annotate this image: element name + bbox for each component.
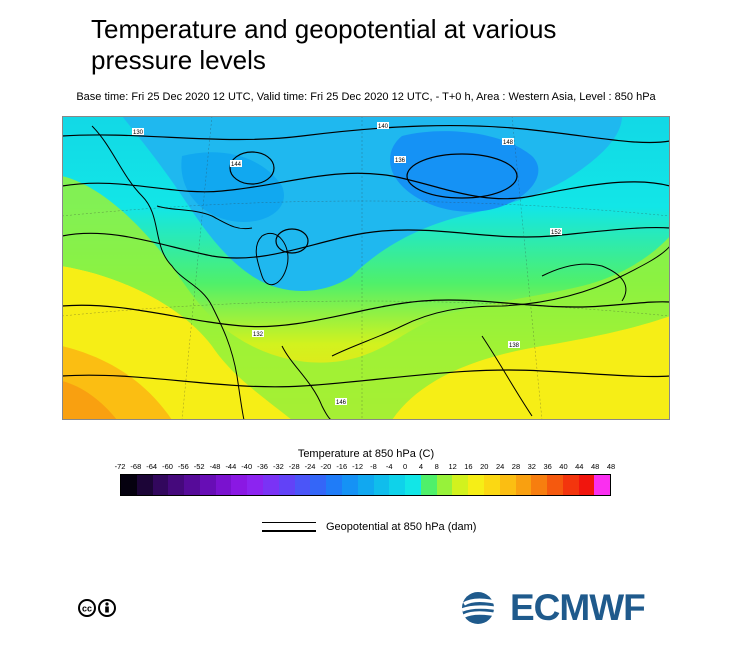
contour-label: 136: [395, 158, 406, 164]
legend-line-thin: [262, 522, 316, 523]
contour-label: 138: [509, 343, 520, 349]
colorbar-swatch: [263, 475, 279, 495]
colorbar-swatch: [452, 475, 469, 495]
colorbar-swatch: [594, 475, 611, 495]
colorbar-tick-label: -40: [241, 462, 253, 471]
colorbar-tick-label: 24: [495, 462, 505, 471]
colorbar-swatch: [152, 475, 169, 495]
contour-label: 146: [336, 400, 347, 406]
legend-line-thick: [262, 530, 316, 532]
colorbar-swatch: [483, 475, 500, 495]
colorbar-swatch: [468, 475, 484, 495]
map-frame: [62, 116, 670, 420]
contour-label: 152: [551, 230, 562, 236]
geopotential-contours: [62, 124, 670, 388]
colorbar-tick-label: -4: [385, 462, 393, 471]
colorbar-tick-label: -24: [304, 462, 316, 471]
colorbar-swatch: [278, 475, 295, 495]
warm-region-se: [392, 316, 670, 420]
colorbar-swatch: [547, 475, 563, 495]
colorbar-tick-label: -48: [209, 462, 221, 471]
colorbar-tick-label: 48: [606, 462, 616, 471]
temperature-map[interactable]: 130 144 140 148 136 152 132 138 146: [62, 116, 670, 420]
colorbar-swatch: [294, 475, 311, 495]
legend-label: Geopotential at 850 hPa (dam): [326, 521, 477, 533]
map-subtitle: Base time: Fri 25 Dec 2020 12 UTC, Valid…: [76, 91, 656, 103]
colorbar-swatch: [405, 475, 421, 495]
colorbar-tick-label: -52: [193, 462, 205, 471]
colorbar-swatch: [168, 475, 185, 495]
cc-by-icon: cc: [78, 598, 118, 618]
colorbar-tick-label: -56: [177, 462, 189, 471]
colorbar-tick-label: 12: [448, 462, 457, 471]
colorbar-tick-label: -36: [257, 462, 268, 471]
colorbar-tick-label: -16: [336, 462, 348, 471]
colorbar-swatch: [121, 475, 137, 495]
colorbar-tick-label: 28: [511, 462, 521, 471]
colorbar-tick-label: 48: [590, 462, 600, 471]
colorbar-tick-label: 40: [559, 462, 568, 471]
colorbar-tick-label: -28: [288, 462, 300, 471]
ecmwf-logo-text: ECMWF: [510, 587, 646, 628]
colorbar-swatch: [389, 475, 406, 495]
colorbar-swatch: [215, 475, 232, 495]
coastlines: [91, 125, 670, 420]
colorbar-tick-label: 20: [480, 462, 489, 471]
geopotential-legend: Geopotential at 850 hPa (dam): [262, 518, 522, 536]
mild-belt: [62, 176, 670, 420]
colorbar-swatch: [420, 475, 437, 495]
colorbar-swatch: [357, 475, 374, 495]
colorbar-swatch: [310, 475, 327, 495]
colorbar-swatch: [231, 475, 248, 495]
colorbar-tick-label: -44: [225, 462, 237, 471]
colorbar-tick-label: 36: [543, 462, 552, 471]
colorbar-tick-label: 44: [575, 462, 584, 471]
contour-label: 140: [378, 124, 389, 130]
colorbar-swatch: [531, 475, 548, 495]
colorbar: [120, 474, 611, 496]
colorbar-tick-label: 4: [418, 462, 424, 471]
colorbar-swatch: [515, 475, 532, 495]
svg-text:cc: cc: [82, 604, 92, 614]
colorbar-tick-label: 32: [527, 462, 536, 471]
colorbar-swatch: [436, 475, 453, 495]
ecmwf-logo: ECMWF: [460, 587, 660, 628]
colorbar-tick-label: -72: [114, 462, 126, 471]
contour-label-group: 130 144 140 148 136 152 132 138 146: [132, 122, 562, 406]
colorbar-tick-labels: -72 -68 -64 -60 -56 -52 -48 -44 -40 -36 -32 -28 -24-…: [112, 462, 620, 474]
map-canvas: 130 144 140 148 136 152 132 138 146: [62, 116, 670, 420]
colorbar-tick-label: -8: [370, 462, 377, 471]
colorbar-swatch: [578, 475, 595, 495]
ecmwf-logo-mark: [461, 592, 507, 624]
colorbar-tick-label: 8: [434, 462, 439, 471]
colorbar-tick-label: -68: [130, 462, 142, 471]
colorbar-swatch: [499, 475, 516, 495]
cold-pocket-west: [181, 152, 284, 222]
contour-label: 148: [503, 140, 514, 146]
colorbar-tick-label: 0: [403, 462, 408, 471]
colorbar-tick-label: 16: [464, 462, 473, 471]
contour-label: 132: [253, 332, 264, 338]
colorbar-swatch: [341, 475, 358, 495]
graticule: [62, 116, 670, 420]
colorbar-swatch: [562, 475, 579, 495]
colorbar-swatch: [326, 475, 342, 495]
colorbar-swatch: [247, 475, 264, 495]
colorbar-swatch: [136, 475, 153, 495]
page-title: Temperature and geopotential at various …: [91, 14, 557, 75]
colorbar-tick-label: -64: [146, 462, 158, 471]
colorbar-swatch: [199, 475, 216, 495]
colorbar-swatch: [373, 475, 390, 495]
colorbar-title: Temperature at 850 hPa (C): [297, 448, 435, 460]
hottest-region-sw: [62, 381, 117, 420]
colorbar-swatch: [184, 475, 200, 495]
colorbar-tick-label: -32: [272, 462, 284, 471]
contour-label: 144: [231, 162, 242, 168]
colorbar-tick-label: -60: [162, 462, 173, 471]
colorbar-tick-label: -12: [352, 462, 363, 471]
contour-label: 130: [133, 130, 144, 136]
colorbar-tick-label: -20: [320, 462, 332, 471]
